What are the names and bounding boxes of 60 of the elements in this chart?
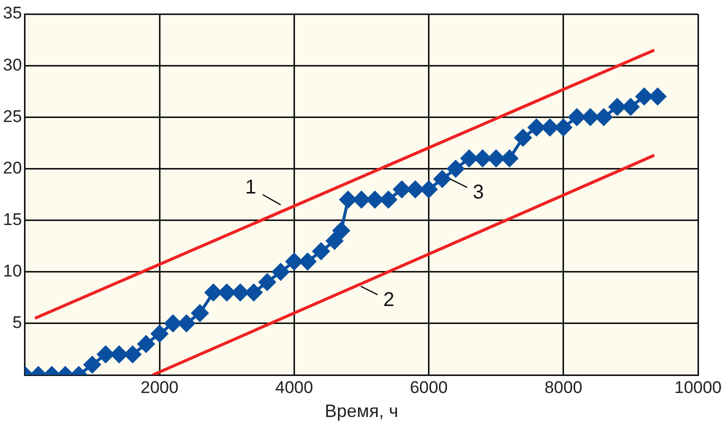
point [97,346,114,363]
x-tick-label: 8000 [544,378,582,397]
point [501,150,518,167]
point [218,284,236,301]
point [447,160,464,178]
point [204,284,222,301]
point [178,314,195,332]
point [191,304,208,322]
x-tick-label: 4000 [275,378,314,397]
point [460,150,478,167]
point [299,253,316,270]
point [528,118,545,136]
y-tick-label: 35 [2,4,22,23]
point [380,191,397,208]
point [622,98,640,116]
point [514,129,532,146]
point [110,346,128,363]
point [649,88,666,106]
point [164,314,182,332]
y-tick-label: 15 [2,210,22,229]
point [312,242,330,260]
point [366,191,384,208]
point [286,253,303,270]
point [608,98,626,116]
annotation: 1 [245,176,256,198]
x-tick-label: 6000 [410,378,448,397]
y-tick-label: 10 [2,262,22,281]
y-tick-label: 20 [2,158,22,178]
point [332,222,350,240]
y-tick-label: 5 [12,313,22,332]
point [582,108,599,126]
point [339,191,356,208]
point [434,170,451,188]
point [151,325,168,342]
point [541,118,558,136]
point [420,180,438,198]
point [595,108,612,126]
point [474,150,492,167]
point [488,150,505,167]
point [245,284,262,301]
y-tick-label: 25 [2,106,22,126]
annotation: 2 [383,288,394,311]
point [138,336,155,353]
point [258,274,276,291]
point [554,118,572,136]
point [84,356,101,374]
x-axis-title: Время, ч [324,401,398,422]
point [393,180,410,198]
annotation: 3 [472,182,484,204]
point [232,284,249,301]
point [568,108,586,126]
y-tick-label: 30 [2,55,22,74]
point [124,346,142,363]
point [636,88,653,106]
point [352,191,370,208]
x-tick-label: 2000 [140,378,178,397]
point [406,180,424,198]
point [326,232,344,250]
x-tick-label: 10000 [674,378,722,397]
point [272,263,290,280]
